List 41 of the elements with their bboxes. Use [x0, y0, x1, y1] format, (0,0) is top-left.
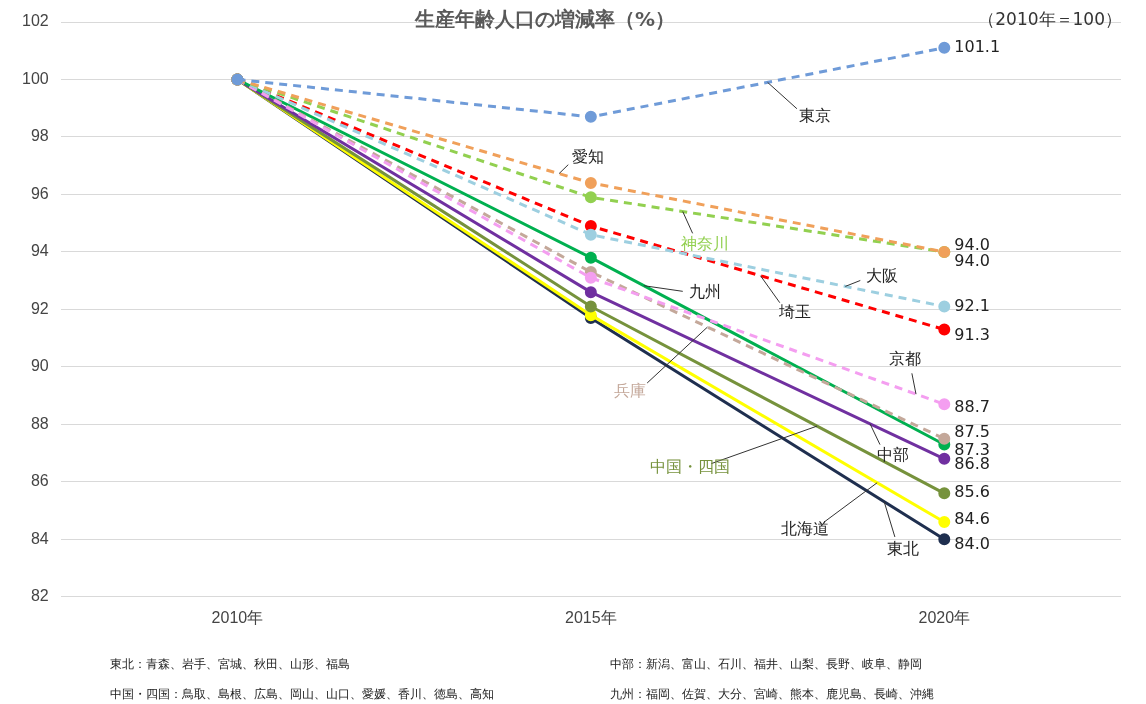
series-label: 京都	[889, 349, 921, 369]
x-tick-label: 2020年	[918, 608, 971, 626]
text: 北海道	[781, 519, 829, 539]
y-tick-label: 98	[30, 127, 49, 145]
data-label: 91.3	[954, 324, 990, 344]
text: 中部：新潟、富山、石川、福井、山梨、長野、岐阜、静岡	[610, 656, 922, 673]
text: 九州：福岡、佐賀、大分、宮崎、熊本、鹿児島、長崎、沖縄	[610, 686, 934, 703]
data-label: 101.1	[954, 37, 1001, 57]
series-label: 東京	[799, 106, 831, 126]
series-label: 愛知	[572, 147, 604, 167]
data-label: 84.6	[954, 509, 990, 529]
y-tick-label: 88	[30, 414, 49, 432]
data-label: 85.6	[954, 482, 990, 502]
data-label: 86.8	[954, 454, 990, 473]
series-label: 東北	[887, 539, 919, 559]
data-label: 92.1	[954, 295, 990, 315]
y-tick-label: 86	[30, 472, 49, 490]
series-label: 大阪	[866, 266, 898, 286]
series-label: 神奈川	[681, 234, 729, 254]
series-label: 中部	[877, 445, 909, 465]
data-label: 87.5	[954, 421, 990, 441]
y-tick-label: 92	[30, 299, 49, 317]
chart-subtitle: （2010年＝100）	[978, 8, 1122, 31]
x-tick-label: 2015年	[565, 608, 617, 626]
text: 中国・四国	[650, 457, 730, 477]
y-tick-label: 84	[30, 529, 49, 547]
x-tick-label: 2010年	[211, 608, 264, 626]
data-label: 88.7	[954, 397, 990, 417]
text: 東北：青森、岩手、宮城、秋田、山形、福島	[110, 656, 350, 673]
y-tick-label: 90	[30, 357, 49, 375]
data-label: 84.0	[954, 534, 990, 554]
y-tick-label: 96	[30, 184, 49, 202]
series-label: 九州	[689, 282, 721, 302]
y-tick-label: 94	[30, 242, 49, 260]
y-tick-label: 100	[21, 69, 49, 87]
y-tick-label: 82	[30, 587, 49, 605]
chart-title: 生産年齢人口の増減率（%）	[413, 6, 676, 33]
series-label: 埼玉	[778, 302, 811, 322]
y-tick-label: 102	[21, 12, 49, 30]
text: 兵庫	[614, 381, 646, 401]
text: 中国・四国：鳥取、島根、広島、岡山、山口、愛媛、香川、徳島、高知	[110, 686, 494, 703]
